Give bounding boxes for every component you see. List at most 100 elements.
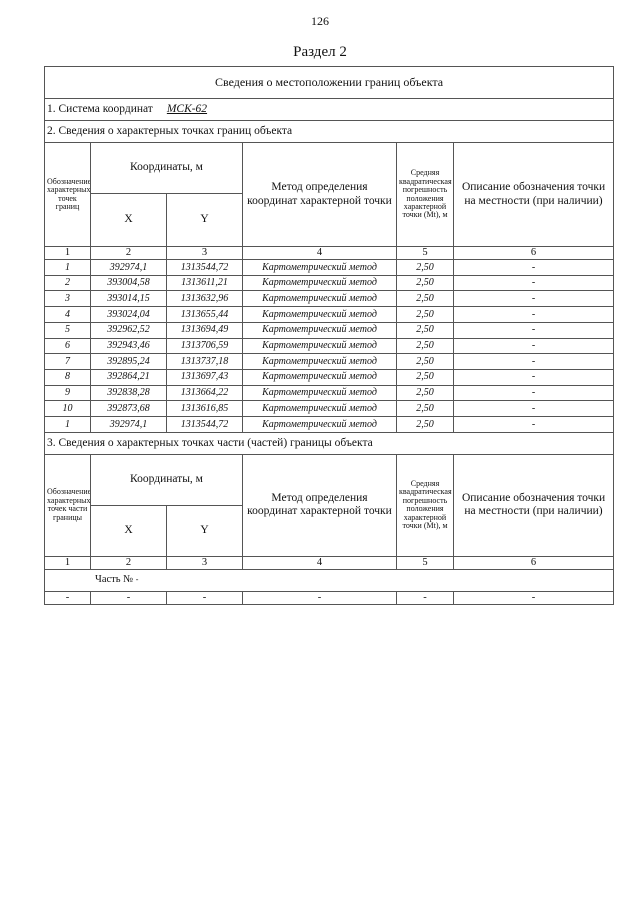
cell-method: Картометрический метод bbox=[242, 306, 397, 323]
cell-x-coord: 392864,21 bbox=[90, 368, 167, 386]
cell-point-id: 7 bbox=[44, 353, 91, 370]
column-number: 2 bbox=[90, 245, 167, 261]
cell-y-coord: 1313611,21 bbox=[166, 274, 243, 292]
cell-description: - bbox=[452, 400, 615, 417]
column-number: 1 bbox=[44, 555, 91, 570]
column-number: 1 bbox=[44, 245, 91, 261]
column-number: 5 bbox=[396, 245, 454, 261]
cell-point-id: 9 bbox=[44, 384, 91, 402]
cell-method: Картометрический метод bbox=[242, 274, 397, 292]
cell-point-id: 1 bbox=[44, 415, 91, 433]
header-method: Метод определения координат характерной … bbox=[242, 142, 397, 247]
header-description: Описание обозначения точки на местности … bbox=[452, 453, 615, 557]
table-title: Сведения о местоположении границ объекта bbox=[43, 66, 615, 99]
cell-method: Картометрический метод bbox=[242, 290, 397, 308]
part-number: - bbox=[135, 575, 139, 585]
cell-point-id: 8 bbox=[44, 368, 91, 386]
cell-y-coord: 1313694,49 bbox=[166, 321, 243, 339]
table-row: 10 392873,68 1313616,85 Картометрический ме… bbox=[44, 400, 615, 417]
cell-x-coord: 392962,52 bbox=[90, 321, 167, 339]
cell-x-coord: 392838,28 bbox=[90, 384, 167, 402]
table-row: 7 392895,24 1313737,18 Картометрический мет… bbox=[44, 353, 615, 370]
cell-method: - bbox=[242, 590, 397, 605]
cell-method: Картометрический метод bbox=[242, 337, 397, 355]
header-accuracy: Средняя квадратическая погрешность полож… bbox=[396, 453, 454, 557]
cell-accuracy: 2,50 bbox=[396, 259, 454, 276]
coord-system-label: 1. Система координат bbox=[47, 102, 153, 115]
header-point-id: Обозначение характерных точек границ bbox=[44, 142, 91, 247]
cell-accuracy: 2,50 bbox=[396, 290, 454, 308]
page-number: 126 bbox=[311, 14, 329, 28]
header-point-id: Обозначение характерных точек части гран… bbox=[44, 453, 91, 557]
part-label: Часть № - bbox=[43, 568, 615, 592]
cell-accuracy: 2,50 bbox=[396, 384, 454, 402]
table-row: 1 392974,1 1313544,72 Картометрический мето… bbox=[44, 415, 615, 433]
cell-y-coord: 1313664,22 bbox=[166, 384, 243, 402]
cell-description: - bbox=[452, 368, 615, 386]
cell-y-coord: 1313632,96 bbox=[166, 290, 243, 308]
table-row: ------ bbox=[44, 590, 615, 605]
cell-point-id: 4 bbox=[44, 306, 91, 323]
cell-description: - bbox=[452, 415, 615, 433]
table-row: 6 392943,46 1313706,59 Картометрический мет… bbox=[44, 337, 615, 355]
header-y: Y bbox=[166, 504, 243, 557]
column-number: 6 bbox=[452, 245, 615, 261]
cell-description: - bbox=[452, 259, 615, 276]
cell-y-coord: 1313655,44 bbox=[166, 306, 243, 323]
cell-y-coord: 1313616,85 bbox=[166, 400, 243, 417]
cell-x-coord: 392943,46 bbox=[90, 337, 167, 355]
table-row: 3 393014,15 1313632,96 Картометрический мет… bbox=[44, 290, 615, 308]
cell-description: - bbox=[452, 321, 615, 339]
cell-method: Картометрический метод bbox=[242, 321, 397, 339]
column-number: 2 bbox=[90, 555, 167, 570]
cell-x-coord: 392974,1 bbox=[90, 415, 167, 433]
cell-accuracy: 2,50 bbox=[396, 306, 454, 323]
column-number: 3 bbox=[166, 555, 243, 570]
cell-x-coord: 392974,1 bbox=[90, 259, 167, 276]
cell-method: Картометрический метод bbox=[242, 415, 397, 433]
table-row: 5 392962,52 1313694,49 Картометрический мет… bbox=[44, 321, 615, 339]
cell-description: - bbox=[452, 590, 615, 605]
column-number: 5 bbox=[396, 555, 454, 570]
table-row: 4 393024,04 1313655,44 Картометрический мет… bbox=[44, 306, 615, 323]
cell-method: Картометрический метод bbox=[242, 384, 397, 402]
cell-point-id: 2 bbox=[44, 274, 91, 292]
cell-x-coord: 393014,15 bbox=[90, 290, 167, 308]
cell-point-id: 10 bbox=[44, 400, 91, 417]
cell-accuracy: 2,50 bbox=[396, 321, 454, 339]
cell-accuracy: 2,50 bbox=[396, 368, 454, 386]
section-title: Раздел 2 bbox=[293, 44, 347, 60]
cell-x-coord: 392895,24 bbox=[90, 353, 167, 370]
cell-description: - bbox=[452, 337, 615, 355]
section3-title: 3. Сведения о характерных точках части (… bbox=[43, 431, 615, 455]
header-coords: Координаты, м bbox=[90, 453, 243, 506]
cell-accuracy: 2,50 bbox=[396, 353, 454, 370]
cell-method: Картометрический метод bbox=[242, 368, 397, 386]
header-x: X bbox=[90, 504, 167, 557]
header-y: Y bbox=[166, 193, 243, 247]
cell-point-id: 5 bbox=[44, 321, 91, 339]
part-label-text: Часть № bbox=[95, 574, 134, 586]
cell-accuracy: 2,50 bbox=[396, 274, 454, 292]
cell-x-coord: 392873,68 bbox=[90, 400, 167, 417]
cell-description: - bbox=[452, 306, 615, 323]
cell-y-coord: 1313544,72 bbox=[166, 415, 243, 433]
cell-method: Картометрический метод bbox=[242, 353, 397, 370]
cell-y-coord: 1313544,72 bbox=[166, 259, 243, 276]
cell-accuracy: 2,50 bbox=[396, 337, 454, 355]
section2-title: 2. Сведения о характерных точках границ … bbox=[43, 120, 615, 143]
cell-x-coord: 393004,58 bbox=[90, 274, 167, 292]
header-description: Описание обозначения точки на местности … bbox=[452, 142, 615, 247]
coord-system-value: МСК-62 bbox=[166, 102, 208, 115]
cell-y-coord: - bbox=[166, 590, 243, 605]
coord-system: 1. Система координат МСК-62 bbox=[43, 98, 615, 121]
cell-x-coord: 393024,04 bbox=[90, 306, 167, 323]
table-row: 2 393004,58 1313611,21 Картометрический мет… bbox=[44, 274, 615, 292]
cell-accuracy: 2,50 bbox=[396, 415, 454, 433]
cell-y-coord: 1313697,43 bbox=[166, 368, 243, 386]
table-row: 9 392838,28 1313664,22 Картометрический мет… bbox=[44, 384, 615, 402]
header-x: X bbox=[90, 193, 167, 247]
cell-y-coord: 1313737,18 bbox=[166, 353, 243, 370]
